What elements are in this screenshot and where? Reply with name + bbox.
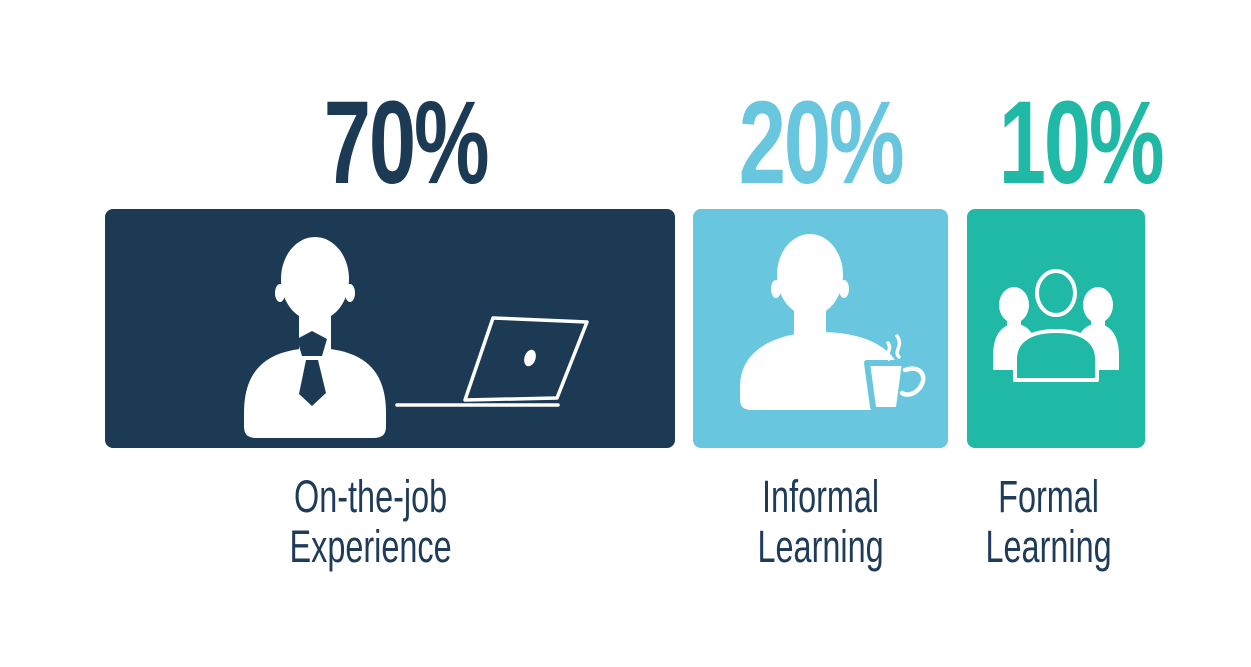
percent-formal: 10% xyxy=(967,84,1165,202)
person-coffee-icon xyxy=(740,234,926,413)
label-formal-line2: Learning xyxy=(985,521,1113,572)
label-on-the-job: On-the-job Experience xyxy=(105,472,675,572)
label-formal: Formal Learning xyxy=(967,472,1145,572)
label-informal: Informal Learning xyxy=(693,472,948,572)
label-on-the-job-line1: On-the-job xyxy=(294,471,448,522)
block-on-the-job xyxy=(105,209,675,448)
percent-on-the-job: 70% xyxy=(105,84,675,202)
percent-on-the-job-text: 70% xyxy=(324,77,490,209)
label-on-the-job-line2: Experience xyxy=(289,521,453,572)
block-formal xyxy=(967,209,1145,448)
percent-informal: 20% xyxy=(693,84,948,202)
person-tie-laptop-icon xyxy=(244,237,589,438)
percent-informal-text: 20% xyxy=(738,77,905,209)
percent-formal-text: 10% xyxy=(998,77,1165,209)
label-informal-line2: Learning xyxy=(757,521,884,572)
label-formal-line1: Formal xyxy=(998,471,1100,522)
label-informal-line1: Informal xyxy=(761,471,880,522)
block-informal xyxy=(693,209,948,448)
people-group-icon xyxy=(993,269,1119,382)
